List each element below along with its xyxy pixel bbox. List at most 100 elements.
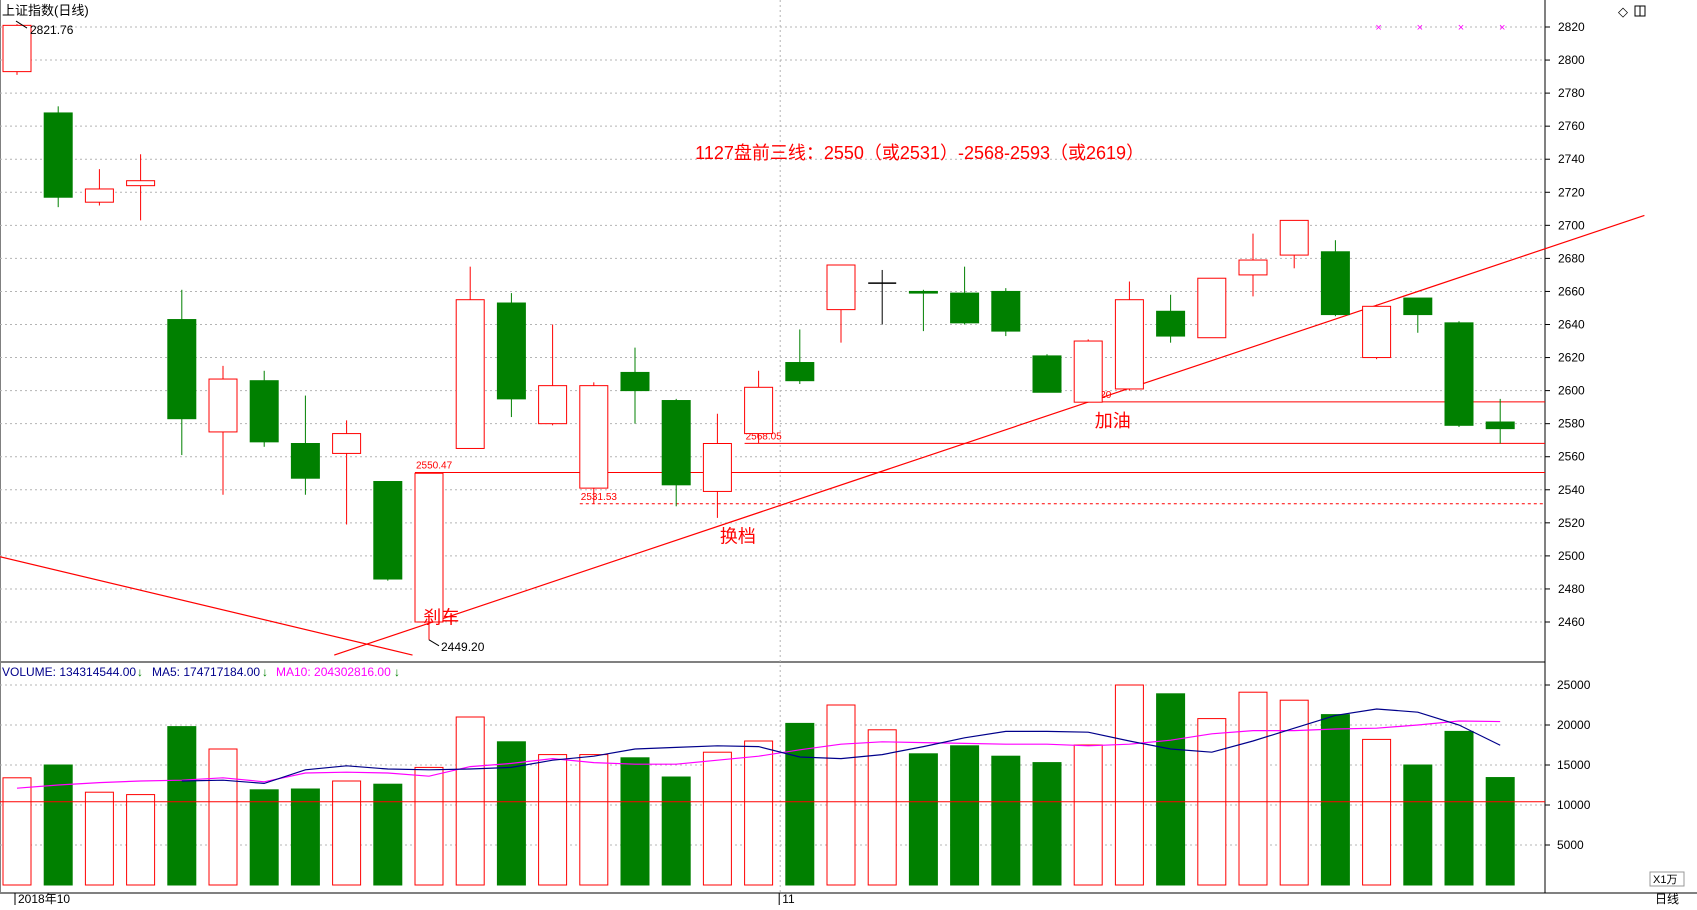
candle-body — [1073, 340, 1103, 403]
candle[interactable] — [1279, 219, 1309, 269]
candle[interactable] — [950, 266, 980, 325]
volume-bar[interactable] — [785, 722, 815, 886]
volume-bar[interactable] — [373, 783, 403, 886]
candle[interactable] — [2, 24, 32, 75]
candle[interactable] — [1197, 277, 1227, 339]
extreme-label: 2821.76 — [30, 23, 74, 37]
volume-bar[interactable] — [579, 754, 609, 886]
volume-bar[interactable] — [620, 757, 650, 886]
price-tick-label: 2740 — [1558, 152, 1585, 166]
volume-bar[interactable] — [496, 741, 526, 886]
volume-bar[interactable] — [414, 766, 444, 886]
volume-bar[interactable] — [950, 745, 980, 886]
candle-body — [414, 472, 444, 623]
candle[interactable] — [1485, 398, 1515, 444]
candle[interactable] — [414, 472, 444, 640]
candle-body — [950, 292, 980, 324]
candle[interactable] — [455, 266, 485, 449]
candle[interactable] — [43, 106, 73, 208]
trendline — [0, 556, 413, 656]
candle[interactable] — [496, 293, 526, 418]
candle[interactable] — [1320, 240, 1350, 317]
candle[interactable] — [1032, 354, 1062, 393]
volume-bar[interactable] — [167, 726, 197, 886]
annotation-text: 1127盘前三线：2550（或2531）-2568-2593（或2619） — [695, 143, 1144, 163]
volume-bar[interactable] — [2, 777, 32, 886]
candles — [2, 24, 1515, 640]
volume-bar[interactable] — [1320, 714, 1350, 886]
candle[interactable] — [1362, 304, 1392, 360]
volume-bar[interactable] — [538, 754, 568, 886]
extreme-marker: 2449.20 — [428, 639, 485, 654]
volume-bar[interactable] — [1073, 744, 1103, 886]
candle[interactable] — [1073, 339, 1103, 403]
volume-bar[interactable] — [1403, 764, 1433, 886]
candle-body — [579, 385, 609, 489]
candle-body — [249, 380, 279, 443]
candle[interactable] — [868, 269, 897, 325]
candle[interactable] — [1156, 294, 1186, 343]
price-tick-label: 2500 — [1558, 549, 1585, 563]
volume-bar[interactable] — [332, 780, 362, 886]
volume-bar[interactable] — [43, 764, 73, 886]
candle[interactable] — [744, 370, 774, 444]
volume-bar[interactable] — [744, 740, 774, 886]
volume-bar[interactable] — [84, 791, 114, 886]
candle[interactable] — [702, 413, 732, 518]
volume-bar[interactable] — [1362, 738, 1392, 886]
candle[interactable] — [373, 481, 403, 581]
volume-bar[interactable] — [1114, 684, 1144, 886]
volume-bar[interactable] — [702, 751, 732, 886]
candle[interactable] — [126, 154, 156, 221]
volume-bar[interactable] — [126, 794, 156, 886]
candle-body — [455, 299, 485, 449]
volume-bar[interactable] — [455, 716, 485, 886]
diamond-icon: ◇ — [1618, 4, 1628, 19]
extreme-marker: 2821.76 — [15, 20, 74, 37]
volume-bars — [2, 684, 1515, 886]
volume-bar[interactable] — [826, 704, 856, 886]
volume-bar[interactable] — [1444, 730, 1474, 886]
candle[interactable] — [991, 288, 1021, 337]
candle[interactable] — [84, 169, 114, 206]
volume-bar[interactable] — [208, 748, 238, 886]
candle-body — [538, 385, 568, 425]
candle-body — [1156, 310, 1186, 337]
candle[interactable] — [1238, 233, 1268, 297]
ma5-indicator-label: MA5: 174717184.00 — [152, 665, 260, 679]
price-tick-label: 2460 — [1558, 615, 1585, 629]
volume-bar[interactable] — [908, 753, 938, 886]
candle[interactable] — [1114, 281, 1144, 391]
volume-bar[interactable] — [991, 755, 1021, 886]
indicator-header: VOLUME: 134314544.00 ↓ MA5: 174717184.00 ↓ M… — [2, 665, 400, 679]
volume-indicator-label: VOLUME: 134314544.00 — [2, 665, 136, 679]
volume-bar[interactable] — [1032, 762, 1062, 886]
price-tick-label: 2540 — [1558, 483, 1585, 497]
candle[interactable] — [1403, 297, 1433, 333]
candle[interactable] — [1444, 321, 1474, 427]
candle[interactable] — [826, 264, 856, 343]
volume-bar[interactable] — [661, 776, 691, 886]
price-tick-label: 2680 — [1558, 251, 1585, 265]
candle[interactable] — [908, 289, 938, 332]
annotation-text: 刹车 — [423, 608, 459, 628]
candle-body — [43, 112, 73, 198]
trendline — [334, 214, 1645, 656]
volume-bar[interactable] — [290, 788, 320, 886]
candle[interactable] — [538, 324, 568, 426]
candle[interactable] — [208, 365, 238, 495]
candle[interactable] — [332, 420, 362, 525]
volume-bar[interactable] — [1485, 777, 1515, 886]
candle[interactable] — [249, 370, 279, 447]
volume-bar[interactable] — [1156, 693, 1186, 886]
volume-bar[interactable] — [249, 789, 279, 886]
volume-bar[interactable] — [1238, 691, 1268, 886]
candle[interactable] — [167, 289, 197, 456]
candle[interactable] — [785, 329, 815, 384]
candle[interactable] — [620, 347, 650, 424]
candle[interactable] — [579, 382, 609, 504]
candle[interactable] — [290, 395, 320, 495]
candle[interactable] — [661, 398, 691, 507]
